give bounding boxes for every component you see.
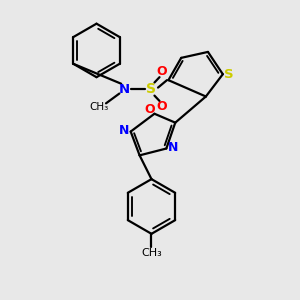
Text: N: N [119,82,130,96]
Text: N: N [168,140,178,154]
Text: O: O [145,103,155,116]
Text: O: O [157,100,167,113]
Text: N: N [119,124,129,136]
Text: CH₃: CH₃ [90,102,109,112]
Text: S: S [224,68,234,81]
Text: O: O [157,65,167,78]
Text: CH₃: CH₃ [141,248,162,258]
Text: S: S [146,82,157,96]
